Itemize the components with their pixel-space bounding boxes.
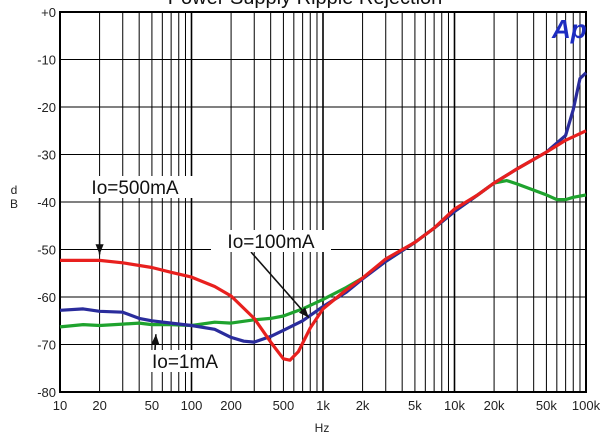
x-tick-label: 5k [408, 398, 422, 413]
annotation-label: Io=1mA [152, 352, 218, 373]
y-tick-label: -40 [37, 195, 56, 210]
y-tick-label: -20 [37, 100, 56, 115]
x-tick-label: 200 [220, 398, 242, 413]
x-axis-label: Hz [315, 421, 330, 435]
y-tick-labels: +0 -10 -20 -30 -40 -50 -60 -70 -80 [37, 5, 56, 400]
series-layer [59, 71, 588, 362]
grid [60, 12, 586, 392]
y-tick-label: -60 [37, 290, 56, 305]
y-tick-label: -30 [37, 148, 56, 163]
x-tick-label: 10k [444, 398, 465, 413]
annotation-label-background [76, 176, 194, 198]
x-tick-label: 50 [145, 398, 159, 413]
annotation-arrow-line [250, 251, 310, 319]
annotation-label: Io=500mA [91, 178, 178, 199]
y-tick-label: -80 [37, 385, 56, 400]
x-tick-label: 2k [356, 398, 370, 413]
x-tick-label: 100k [572, 398, 601, 413]
x-tick-label: 50k [536, 398, 557, 413]
series-line-io-1ma [59, 179, 587, 329]
x-tick-label: 10 [53, 398, 67, 413]
y-tick-label: -10 [37, 53, 56, 68]
annotation-label-background [211, 230, 331, 252]
annotations: Io=500mA Io=100mA Io=1mA [76, 176, 331, 373]
x-tick-label: 100 [181, 398, 203, 413]
annotation-arrowhead [298, 307, 309, 318]
y-tick-label: -70 [37, 338, 56, 353]
x-tick-label: 500 [273, 398, 295, 413]
y-tick-label: -50 [37, 243, 56, 258]
y-tick-label: +0 [41, 5, 56, 20]
x-tick-label: 20 [92, 398, 106, 413]
annotation-label-background [140, 350, 230, 372]
annotation-arrowhead [95, 244, 104, 255]
x-tick-labels: 10 20 50 100 200 500 1k 2k 5k 10k 20k 50k 100k [53, 398, 601, 413]
ap-logo: Ap [551, 14, 587, 44]
annotation-label: Io=100mA [227, 232, 314, 253]
x-tick-label: 1k [316, 398, 330, 413]
series-line-io-500ma [60, 129, 587, 362]
chart-title: Power Supply Ripple Rejection [168, 0, 443, 9]
x-tick-label: 20k [484, 398, 505, 413]
plot-frame [59, 11, 587, 393]
annotation-arrowhead [151, 334, 160, 345]
